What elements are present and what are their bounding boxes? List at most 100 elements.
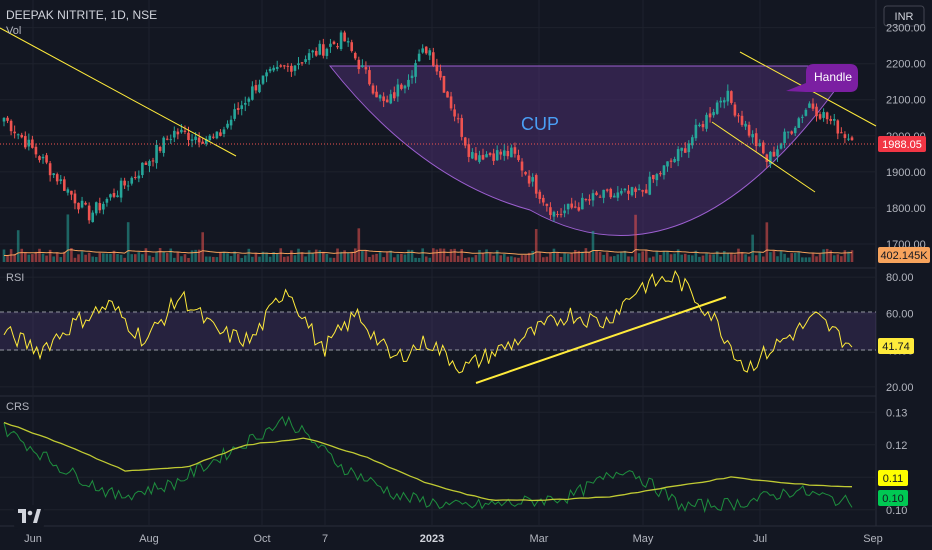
candle-body: [630, 187, 634, 196]
candle-body: [584, 199, 588, 201]
rsi-badge: 41.74: [878, 338, 914, 354]
volume-bar: [758, 252, 762, 262]
volume-bar: [595, 251, 598, 262]
candle-body: [751, 134, 754, 138]
candle-body: [765, 154, 769, 162]
volume-bar: [730, 252, 733, 262]
candle-body: [169, 139, 173, 141]
volume-bar: [790, 253, 793, 262]
volume-bar: [290, 250, 293, 262]
volume-bar: [162, 251, 165, 262]
candle-body: [730, 91, 733, 103]
volume-bar: [733, 254, 737, 262]
candle-body: [701, 124, 705, 128]
volume-bar: [183, 254, 187, 262]
candle-body: [612, 195, 616, 198]
volume-bar: [605, 252, 609, 262]
candle-body: [432, 52, 435, 66]
candle-body: [119, 180, 123, 198]
volume-bar: [258, 256, 261, 262]
candle-body: [194, 136, 197, 140]
volume-bar: [616, 254, 620, 262]
candle-body: [48, 163, 52, 176]
candle-body: [836, 120, 840, 134]
volume-bar: [676, 249, 680, 262]
price-tick-label: 2200.00: [886, 59, 926, 71]
volume-bar: [283, 256, 286, 262]
volume-bar: [818, 253, 822, 262]
candle-body: [272, 67, 275, 71]
candle-body: [815, 106, 818, 117]
candle-body: [265, 72, 268, 77]
volume-bar: [169, 248, 173, 262]
candle-body: [165, 138, 169, 140]
candle-body: [392, 92, 396, 99]
volume-bar: [769, 252, 772, 262]
volume-bar: [251, 256, 254, 262]
candle-body: [595, 192, 598, 195]
volume-bar: [761, 256, 765, 262]
rsi-line: [3, 269, 853, 374]
candle-body: [23, 136, 27, 148]
volume-bar: [332, 257, 336, 262]
volume-bar: [612, 256, 616, 262]
candle-body: [6, 117, 9, 121]
candle-body: [797, 118, 801, 128]
candle-body: [286, 65, 290, 67]
candle-body: [747, 124, 751, 136]
volume-bar: [648, 257, 652, 262]
candle-body: [485, 154, 488, 158]
volume-bar: [70, 248, 73, 262]
candle-body: [353, 52, 357, 59]
volume-bar: [109, 253, 112, 262]
rsi-trend-line: [475, 296, 727, 384]
time-label: Oct: [253, 533, 270, 545]
volume-bar: [825, 248, 829, 262]
candle-body: [297, 63, 300, 66]
volume-bar: [659, 254, 662, 262]
crs-tick-label: 0.10: [886, 505, 907, 517]
candle-body: [549, 207, 552, 215]
time-label: 7: [322, 533, 328, 545]
candle-body: [371, 85, 375, 94]
candle-body: [268, 68, 272, 72]
volume-bar: [272, 252, 275, 262]
candle-body: [801, 116, 804, 118]
volume-bar: [747, 256, 751, 262]
candle-body: [59, 179, 63, 181]
candle-body: [506, 150, 510, 157]
candle-body: [329, 43, 332, 47]
currency-button[interactable]: INR: [883, 5, 925, 27]
volume-bar: [506, 256, 510, 262]
candle-body: [712, 112, 715, 116]
candle-body: [34, 146, 38, 155]
volume-bar: [208, 256, 212, 262]
volume-bar: [165, 253, 169, 262]
candle-body: [769, 151, 772, 165]
candle-body: [144, 162, 148, 165]
candle-body: [148, 161, 151, 167]
candle-body: [790, 131, 793, 134]
volume-bar: [673, 253, 676, 262]
candle-body: [843, 134, 847, 138]
volume-bar: [254, 252, 258, 262]
candle-body: [825, 112, 829, 120]
volume-bar: [389, 250, 393, 262]
volume-bar: [151, 257, 155, 262]
volume-bar: [542, 257, 545, 262]
candle-body: [361, 65, 364, 68]
candle-body: [680, 147, 683, 151]
candle-body: [513, 147, 517, 154]
volume-bar: [811, 253, 815, 262]
volume-bar: [804, 257, 808, 262]
candle-body: [400, 84, 403, 89]
candle-body: [63, 179, 66, 191]
time-label: Jun: [24, 533, 42, 545]
volume-pane-title: Vol: [6, 25, 21, 37]
candle-body: [715, 102, 719, 114]
candle-body: [840, 132, 843, 134]
candle-body: [786, 131, 790, 133]
candle-body: [112, 193, 116, 197]
candle-body: [783, 131, 786, 143]
candle-body: [502, 150, 506, 156]
